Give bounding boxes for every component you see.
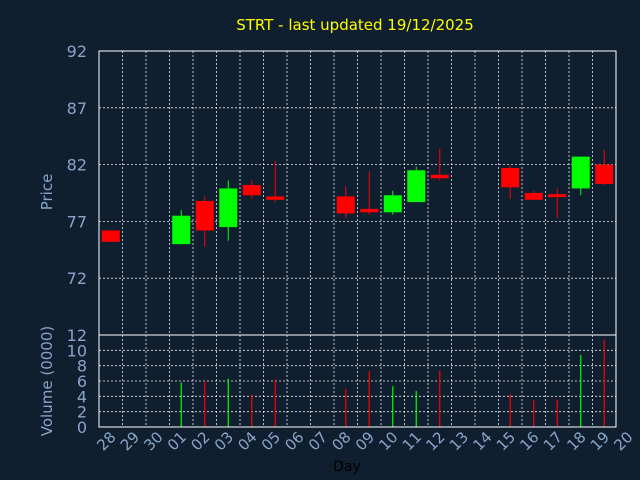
candle-body: [548, 194, 567, 198]
price-tick-label: 77: [67, 212, 87, 231]
x-tick-label: 03: [211, 428, 237, 454]
x-tick-label: 11: [399, 428, 425, 454]
x-tick-label: 15: [493, 428, 519, 454]
candle: [548, 188, 567, 218]
volume-panel-frame: [98, 334, 617, 428]
candle: [501, 165, 520, 199]
candle-body: [219, 188, 238, 228]
candle: [571, 156, 590, 196]
price-axis-label: Price: [38, 174, 56, 211]
candle: [172, 210, 191, 245]
price-tick-label: 92: [67, 42, 87, 61]
x-tick-label: 10: [375, 428, 401, 454]
candle: [266, 161, 285, 203]
candle-body: [360, 208, 379, 213]
x-tick-label: 18: [563, 428, 589, 454]
candle-body: [336, 196, 355, 214]
candle: [407, 166, 426, 203]
x-tick-label: 04: [234, 428, 260, 454]
x-tick-label: 13: [446, 428, 472, 454]
candle: [336, 186, 355, 218]
candle: [360, 171, 379, 215]
volume-tick-label: 12: [67, 326, 87, 345]
x-tick-label: 16: [516, 428, 542, 454]
volume-bars: [180, 339, 605, 427]
volume-tick-label: 4: [77, 387, 87, 406]
candle-body: [172, 215, 191, 245]
candle-body: [595, 164, 614, 184]
x-tick-label: 19: [587, 428, 613, 454]
candle-body: [101, 230, 120, 242]
grid-layer: [98, 50, 617, 428]
candle-body: [242, 185, 261, 196]
candle-body: [407, 170, 426, 203]
volume-tick-label: 2: [77, 403, 87, 422]
candle-body: [501, 168, 520, 188]
x-tick-label: 05: [258, 428, 284, 454]
x-tick-label: 12: [422, 428, 448, 454]
candle-body: [195, 200, 214, 231]
volume-tick-label: 6: [77, 372, 87, 391]
candle: [195, 196, 214, 247]
x-tick-label: 17: [540, 428, 566, 454]
volume-tick-label: 0: [77, 418, 87, 437]
x-tick-label: 20: [610, 428, 636, 454]
price-tick-label: 82: [67, 156, 87, 175]
chart-title: STRT - last updated 19/12/2025: [236, 16, 474, 34]
candle: [383, 190, 402, 215]
axes: 9287827772121086420282930010203040506070…: [67, 42, 637, 454]
price-tick-label: 72: [67, 269, 87, 288]
x-tick-label: 07: [305, 428, 331, 454]
price-candles: [101, 148, 614, 247]
candle: [242, 180, 261, 199]
volume-tick-label: 8: [77, 357, 87, 376]
volume-tick-label: 10: [67, 341, 87, 360]
candle: [430, 148, 449, 181]
candle: [101, 230, 120, 242]
x-tick-label: 28: [93, 428, 119, 454]
candle: [219, 180, 238, 241]
x-tick-label: 02: [187, 428, 213, 454]
volume-axis-label: Volume (0000): [38, 326, 56, 436]
price-tick-label: 87: [67, 99, 87, 118]
candle-body: [266, 196, 285, 200]
candle-body: [524, 193, 543, 200]
x-tick-label: 09: [352, 428, 378, 454]
x-tick-label: 06: [281, 428, 307, 454]
candle-body: [430, 174, 449, 179]
candle-body: [571, 156, 590, 189]
candle-body: [383, 195, 402, 213]
x-tick-label: 29: [117, 428, 143, 454]
x-tick-label: 14: [469, 428, 495, 454]
candle: [595, 149, 614, 186]
candle: [524, 190, 543, 200]
x-tick-label: 08: [328, 428, 354, 454]
x-axis-label: Day: [333, 459, 361, 475]
x-tick-label: 01: [164, 428, 190, 454]
x-tick-label: 30: [140, 428, 166, 454]
